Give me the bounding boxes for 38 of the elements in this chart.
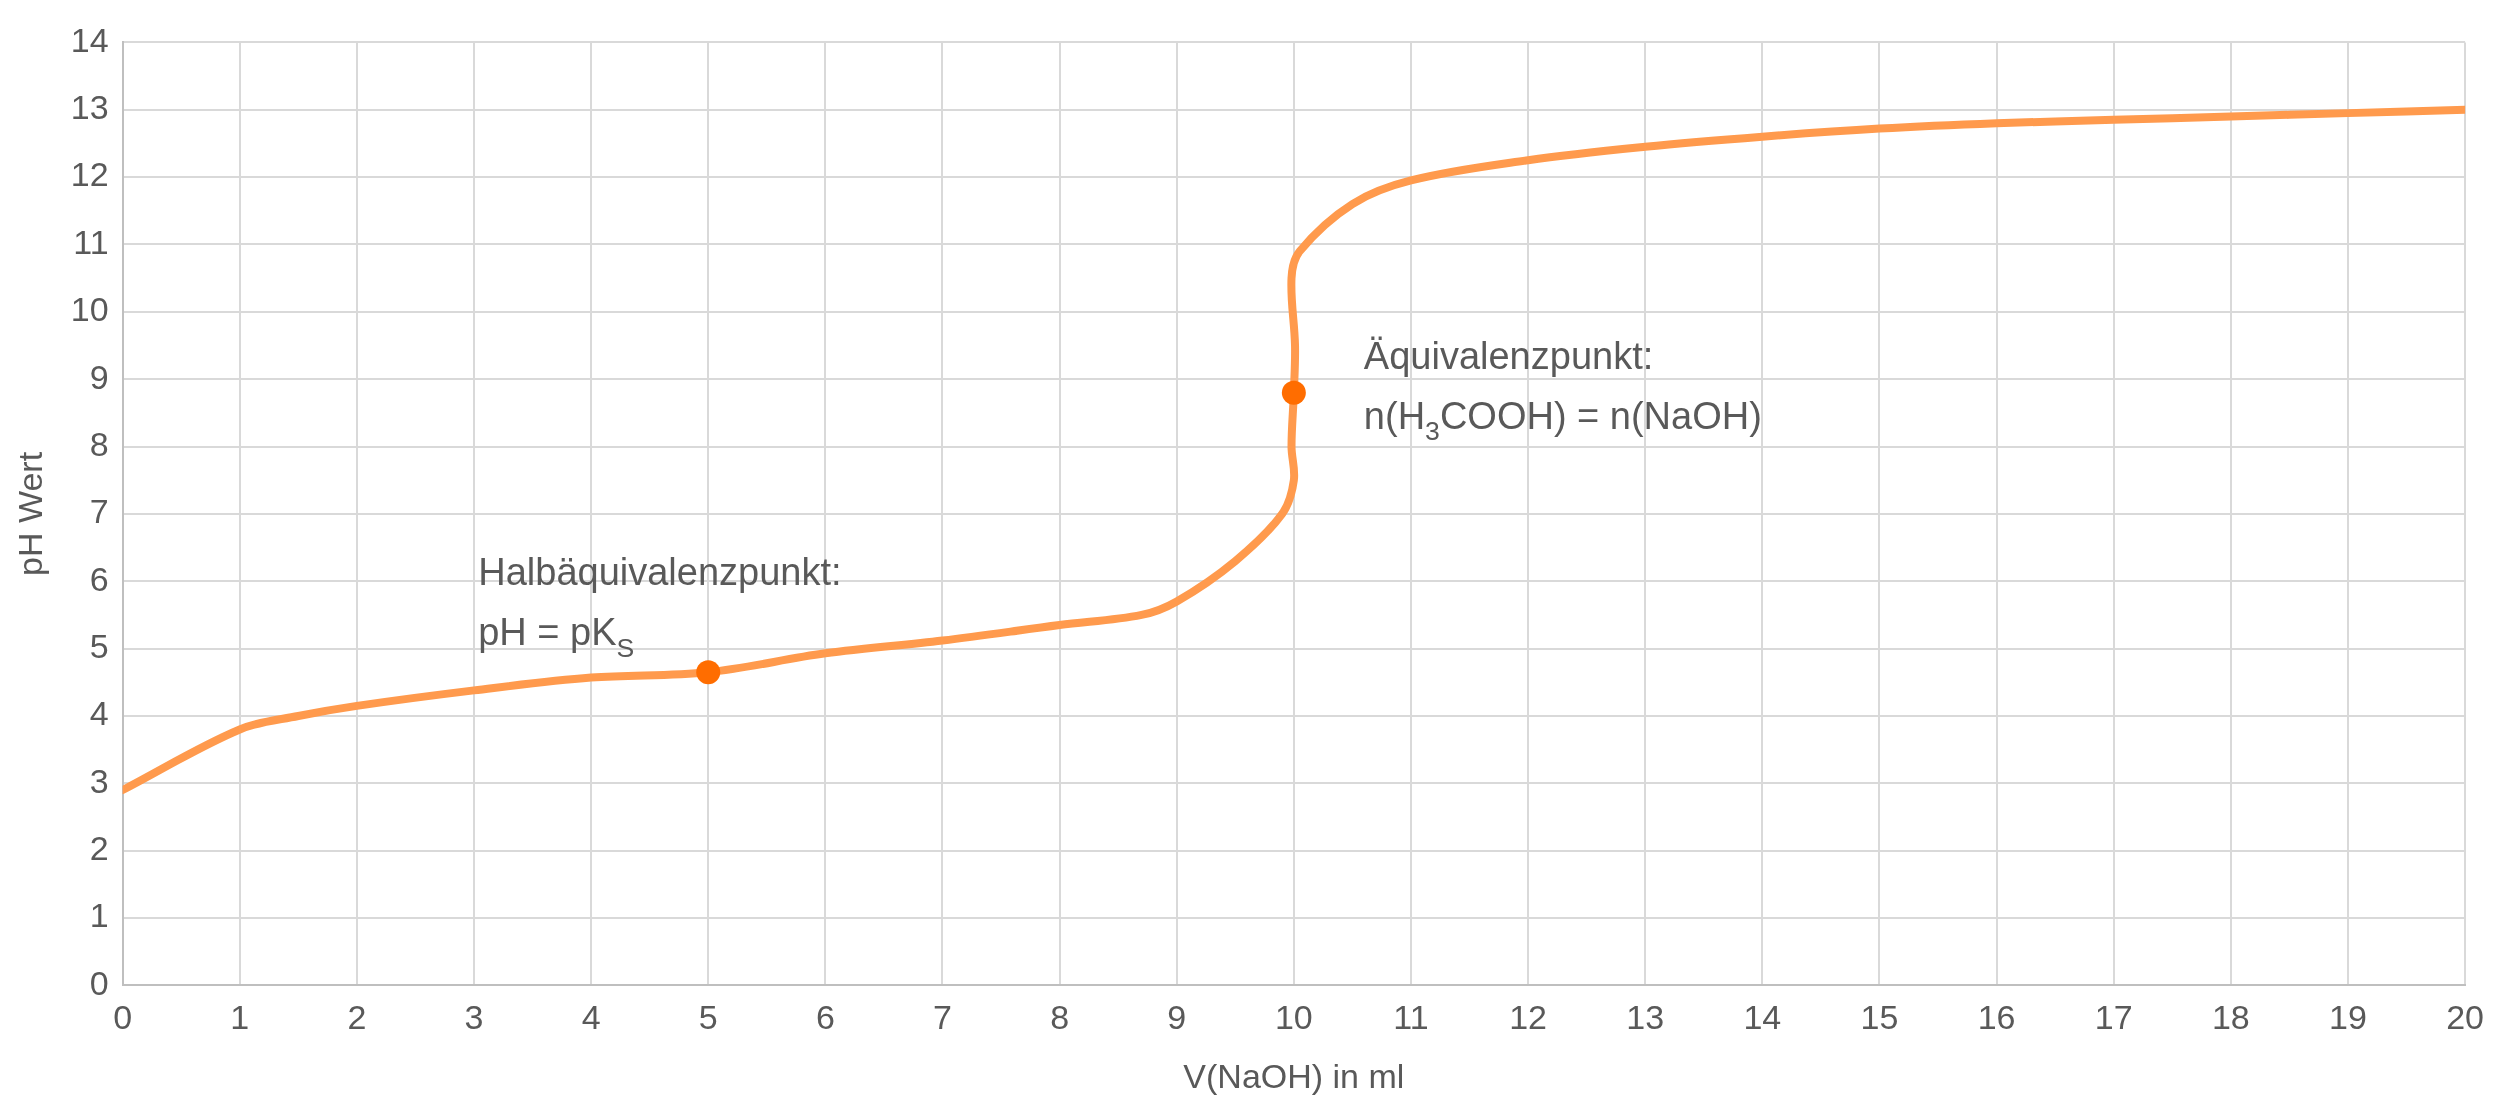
x-tick-label: 4 [581,998,601,1037]
y-tick-label: 10 [70,290,109,329]
x-tick-label: 11 [1393,998,1429,1037]
y-tick-label: 0 [89,963,109,1002]
x-tick-label: 3 [464,998,484,1037]
x-tick-label: 17 [2094,998,2133,1037]
x-tick-label: 8 [1050,998,1070,1037]
x-tick-label: 2 [347,998,367,1037]
y-tick-label: 4 [89,694,109,733]
x-tick-label: 10 [1274,998,1313,1037]
x-tick-label: 13 [1626,998,1665,1037]
x-tick-label: 0 [113,998,133,1037]
y-axis-title: pH Wert [10,451,49,576]
x-tick-label: 15 [1860,998,1899,1037]
y-tick-label: 5 [89,626,109,665]
y-tick-label: 3 [89,761,109,800]
x-tick-label: 14 [1743,998,1782,1037]
y-tick-label: 14 [70,20,109,59]
x-tick-label: 5 [698,998,718,1037]
y-tick-label: 8 [89,424,109,463]
x-tick-label: 20 [2446,998,2484,1037]
y-tick-label: 12 [70,155,109,194]
y-tick-label: 13 [70,88,109,127]
y-tick-label: 9 [89,357,109,396]
x-tick-label: 16 [1977,998,2016,1037]
y-tick-label: 7 [89,492,109,531]
x-tick-label: 6 [815,998,835,1037]
x-tick-label: 7 [933,998,952,1037]
y-tick-label: 1 [89,896,109,935]
y-tick-label: 2 [89,829,109,868]
x-tick-label: 12 [1509,998,1548,1037]
x-axis-title: V(NaOH) in ml [1183,1056,1405,1095]
x-tick-label: 9 [1167,998,1187,1037]
y-tick-label: 6 [89,559,109,598]
y-tick-label: 11 [73,222,109,261]
x-tick-label: 1 [230,998,250,1037]
x-tick-label: 19 [2329,998,2367,1037]
x-tick-label: 18 [2211,998,2250,1037]
